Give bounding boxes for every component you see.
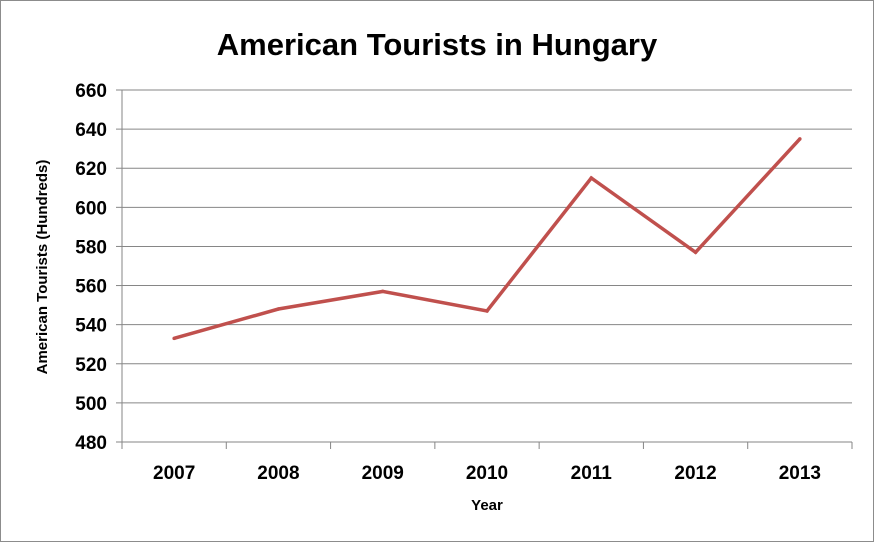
grid-lines xyxy=(122,89,852,404)
y-tick-label-480: 480 xyxy=(75,433,107,454)
y-tick-label-540: 540 xyxy=(75,316,107,337)
x-tick-label-2011: 2011 xyxy=(571,463,613,484)
data-point-2009 xyxy=(380,289,385,294)
y-tick-label-580: 580 xyxy=(75,237,107,258)
data-point-2008 xyxy=(276,307,281,311)
x-tick-label-2009: 2009 xyxy=(362,463,404,484)
y-tick-label-640: 640 xyxy=(75,120,107,141)
x-tick-label-2013: 2013 xyxy=(779,463,821,484)
data-point-2010 xyxy=(485,309,489,313)
y-axis-title: American Tourists (Hundreds) xyxy=(34,160,51,375)
data-point-2012 xyxy=(693,250,698,255)
y-tick-label-660: 660 xyxy=(75,81,107,102)
y-tick-label-600: 600 xyxy=(75,198,107,219)
y-tick-label-500: 500 xyxy=(75,394,107,415)
series-line-0 xyxy=(173,137,802,341)
chart-title: American Tourists in Hungary xyxy=(217,27,658,62)
axes xyxy=(116,89,853,449)
y-tick-label-620: 620 xyxy=(75,159,107,180)
x-tick-label-2008: 2008 xyxy=(257,463,299,484)
y-tick-label-560: 560 xyxy=(75,277,107,298)
y-tick-labels: 480 500 520 540 560 580 600 620 640 660 xyxy=(75,81,107,454)
x-tick-label-2010: 2010 xyxy=(466,463,508,484)
x-tick-label-2007: 2007 xyxy=(153,463,195,484)
y-tick-label-520: 520 xyxy=(75,355,107,376)
x-tick-labels: 2007 2008 2009 2010 2011 2012 2013 xyxy=(153,463,821,484)
data-point-2011 xyxy=(589,176,594,180)
x-axis-title: Year xyxy=(471,497,503,514)
data-point-2007 xyxy=(172,336,176,341)
data-point-2013 xyxy=(798,137,802,141)
data-series xyxy=(172,137,802,341)
x-tick-label-2012: 2012 xyxy=(674,463,716,484)
